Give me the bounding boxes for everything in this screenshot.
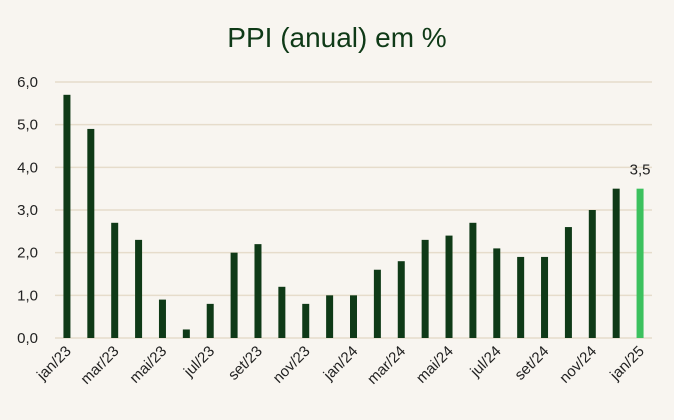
bar-nov-24 [588, 210, 596, 338]
bar-mar-23 [111, 222, 119, 338]
bar-dez-23 [326, 295, 334, 338]
bar-jan-23 [63, 94, 71, 338]
bar-jul-24 [493, 248, 501, 338]
y-tick-label: 1,0 [17, 287, 38, 304]
bar-ago-23 [230, 252, 238, 338]
x-axis-ticks: jan/23 mar/23 mai/23 jul/23 set/23 nov/23 jan/… [33, 343, 648, 388]
bar-set-24 [541, 256, 549, 338]
x-tick-label: jan/25 [606, 343, 648, 385]
bar-jun-23 [182, 329, 190, 338]
bars [63, 94, 644, 338]
bar-fev-24 [373, 269, 381, 338]
bar-out-24 [564, 227, 572, 338]
bar-fev-23 [87, 128, 95, 338]
bar-jan-24 [350, 295, 357, 338]
y-tick-label: 6,0 [17, 74, 38, 91]
y-tick-label: 4,0 [17, 159, 38, 176]
x-tick-label: mar/24 [364, 343, 409, 388]
bar-dez-24 [612, 188, 620, 338]
bar-abr-24 [421, 239, 429, 338]
y-tick-label: 0,0 [17, 330, 38, 347]
x-tick-label: mar/23 [77, 343, 122, 388]
bar-mai-23 [158, 299, 166, 338]
bar-ago-24 [517, 256, 525, 338]
bar-abr-23 [135, 239, 143, 338]
x-tick-label: jul/23 [180, 343, 218, 381]
gridlines [55, 81, 652, 339]
chart-title: PPI (anual) em % [227, 22, 446, 53]
x-tick-label: set/23 [225, 343, 266, 384]
data-label: 3,5 [630, 162, 651, 179]
y-axis-ticks: 0,0 1,0 2,0 3,0 4,0 5,0 6,0 [17, 74, 38, 347]
bar-jul-23 [206, 303, 214, 338]
data-labels: 3,5 [630, 162, 651, 179]
bar-mai-24 [445, 235, 453, 338]
bar-mar-24 [397, 261, 405, 338]
x-tick-label: set/24 [511, 343, 552, 384]
bar-out-23 [278, 286, 286, 338]
x-tick-label: jan/24 [320, 343, 362, 385]
x-tick-label: mai/23 [126, 343, 170, 387]
x-tick-label: mai/24 [413, 343, 457, 387]
y-tick-label: 3,0 [17, 202, 38, 219]
bar-jun-24 [469, 222, 477, 338]
y-tick-label: 2,0 [17, 245, 38, 262]
x-tick-label: nov/24 [556, 343, 600, 387]
bar-jan-25 [636, 188, 644, 338]
x-tick-label: nov/23 [270, 343, 314, 387]
y-tick-label: 5,0 [17, 117, 38, 134]
x-tick-label: jan/23 [33, 343, 75, 385]
bar-nov-23 [302, 303, 310, 338]
x-tick-label: jul/24 [467, 343, 505, 381]
bar-set-23 [254, 244, 262, 338]
